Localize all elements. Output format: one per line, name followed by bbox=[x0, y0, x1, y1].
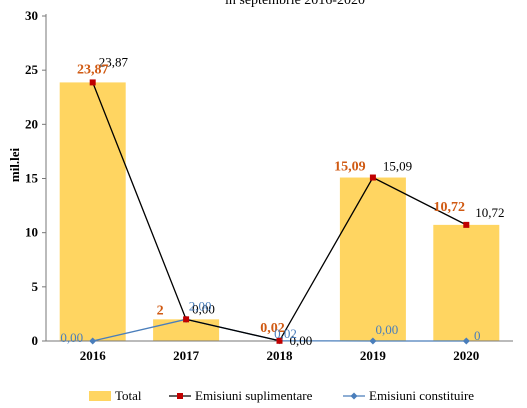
point-emisiuni-constituire bbox=[89, 337, 97, 345]
data-label-total: 0,00 bbox=[290, 333, 313, 348]
point-emisiuni-suplimentare bbox=[463, 221, 470, 228]
x-tick-label: 2019 bbox=[360, 348, 387, 363]
data-label-emisiuni-constituire: 0,00 bbox=[60, 330, 83, 345]
data-label-total: 0,00 bbox=[192, 301, 215, 316]
data-label-emisiuni-suplimentare: 2 bbox=[157, 303, 164, 318]
legend-marker-emisiuni-constituire bbox=[350, 392, 358, 400]
data-label-emisiuni-suplimentare: 15,09 bbox=[334, 160, 366, 175]
y-axis-label: mil.lei bbox=[7, 147, 22, 182]
x-tick-label: 2016 bbox=[80, 348, 107, 363]
point-emisiuni-suplimentare bbox=[89, 79, 96, 86]
y-tick-label: 30 bbox=[25, 8, 38, 23]
line-emisiuni-suplimentare bbox=[92, 82, 467, 342]
point-emisiuni-suplimentare bbox=[369, 174, 376, 181]
x-tick-label: 2018 bbox=[267, 348, 294, 363]
legend-label-total: Total bbox=[115, 388, 142, 403]
legend-label-emisiuni-constituire: Emisiuni constituire bbox=[369, 388, 474, 403]
y-tick-label: 15 bbox=[25, 171, 39, 186]
point-emisiuni-constituire bbox=[369, 337, 377, 345]
data-label-total: 15,09 bbox=[383, 159, 412, 174]
bar-total-2016 bbox=[59, 82, 126, 342]
point-emisiuni-constituire bbox=[462, 337, 470, 345]
y-tick-label: 25 bbox=[25, 62, 39, 77]
bar-total-2017 bbox=[153, 319, 220, 341]
data-label-emisiuni-constituire: 0,00 bbox=[376, 322, 399, 337]
data-label-emisiuni-constituire: 0,02 bbox=[274, 326, 297, 341]
y-tick-label: 0 bbox=[32, 333, 39, 348]
data-label-emisiuni-constituire: 2,00 bbox=[189, 298, 212, 313]
chart-title: în septembrie 2016-2020 bbox=[224, 0, 365, 8]
point-emisiuni-suplimentare bbox=[183, 316, 190, 323]
x-tick-label: 2020 bbox=[453, 348, 479, 363]
data-label-emisiuni-suplimentare: 10,72 bbox=[434, 200, 466, 215]
data-label-total: 10,72 bbox=[475, 205, 504, 220]
data-label-emisiuni-constituire: 0 bbox=[474, 328, 481, 343]
legend-marker-emisiuni-suplimentare bbox=[177, 393, 183, 399]
y-tick-label: 20 bbox=[25, 116, 38, 131]
data-label-total: 23,87 bbox=[99, 54, 129, 69]
data-label-emisiuni-suplimentare: 23,87 bbox=[77, 62, 109, 77]
x-tick-label: 2017 bbox=[173, 348, 200, 363]
y-tick-label: 5 bbox=[32, 279, 39, 294]
legend-swatch-total bbox=[89, 391, 111, 401]
y-tick-label: 10 bbox=[25, 225, 38, 240]
bar-total-2019 bbox=[339, 177, 406, 341]
point-emisiuni-suplimentare bbox=[276, 337, 283, 344]
bar-total-2020 bbox=[433, 224, 500, 341]
data-label-emisiuni-suplimentare: 0,02 bbox=[260, 321, 285, 336]
legend-label-emisiuni-suplimentare: Emisiuni suplimentare bbox=[195, 388, 313, 403]
